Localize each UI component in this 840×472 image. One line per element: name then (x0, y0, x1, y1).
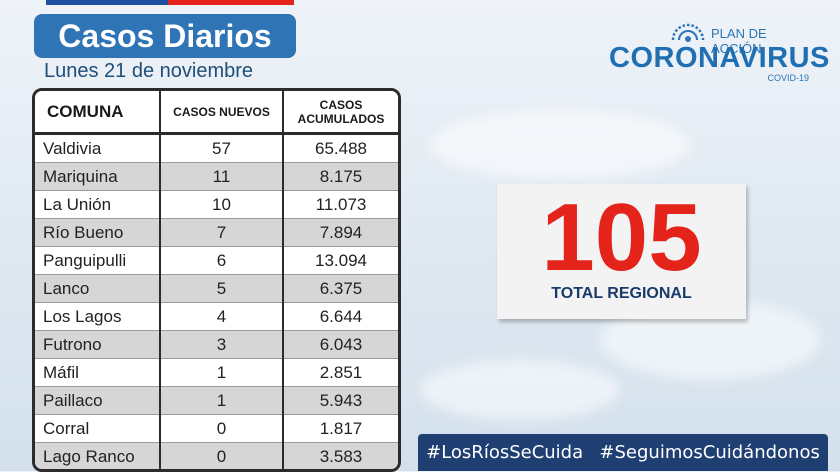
nuevos-cell: 0 (160, 414, 284, 443)
acumulados-cell: 6.043 (283, 330, 398, 359)
table-row: Máfil 1 2.851 (35, 358, 398, 387)
nuevos-cell: 1 (160, 358, 284, 387)
nuevos-cell: 1 (160, 386, 284, 415)
table-row: Corral 0 1.817 (35, 414, 398, 443)
nuevos-cell: 57 (160, 133, 284, 163)
nuevos-cell: 5 (160, 274, 284, 303)
logo-main-text: CORONAVIRUS (609, 42, 830, 74)
table-row: Valdivia 57 65.488 (35, 133, 398, 163)
total-label: TOTAL REGIONAL (551, 285, 692, 302)
nuevos-cell: 7 (160, 218, 284, 247)
cloud-decoration (420, 360, 620, 420)
comuna-cell: Lanco (35, 274, 161, 303)
report-date: Lunes 21 de noviembre (44, 60, 254, 82)
comuna-cell: Panguipulli (35, 246, 161, 275)
cloud-decoration (430, 110, 690, 180)
acumulados-cell: 11.073 (283, 190, 398, 219)
nuevos-cell: 10 (160, 190, 284, 219)
comuna-cell: Mariquina (35, 162, 161, 191)
nuevos-cell: 4 (160, 302, 284, 331)
table-row: Río Bueno 7 7.894 (35, 218, 398, 247)
acumulados-cell: 8.175 (283, 162, 398, 191)
acumulados-cell: 2.851 (283, 358, 398, 387)
acumulados-cell: 5.943 (283, 386, 398, 415)
nuevos-cell: 3 (160, 330, 284, 359)
hashtag-banner: #LosRíosSeCuida #SeguimosCuidándonos (418, 434, 828, 471)
table-row: La Unión 10 11.073 (35, 190, 398, 219)
comuna-cell: Futrono (35, 330, 161, 359)
acumulados-cell: 6.375 (283, 274, 398, 303)
acumulados-cell: 6.644 (283, 302, 398, 331)
acumulados-cell: 65.488 (283, 133, 398, 163)
virus-icon (671, 23, 705, 42)
comuna-cell: Lago Ranco (35, 442, 161, 469)
table-header-row: COMUNA CASOS NUEVOS CASOS ACUMULADOS (35, 91, 398, 135)
table-row: Los Lagos 4 6.644 (35, 302, 398, 331)
total-value: 105 (541, 184, 702, 291)
logo-top-text: PLAN DE ACCIÓN (711, 26, 767, 56)
table-row: Paillaco 1 5.943 (35, 386, 398, 415)
comuna-cell: Máfil (35, 358, 161, 387)
column-header: CASOS NUEVOS (160, 91, 284, 135)
hashtag: #LosRíosSeCuida (426, 442, 584, 463)
table-row: Futrono 3 6.043 (35, 330, 398, 359)
column-header: COMUNA (35, 91, 161, 135)
page-title: Casos Diarios (34, 14, 296, 58)
hashtag: #SeguimosCuidándonos (599, 442, 820, 463)
logo-sub-text: COVID-19 (767, 73, 809, 83)
nuevos-cell: 6 (160, 246, 284, 275)
table-row: Panguipulli 6 13.094 (35, 246, 398, 275)
table-row: Lago Ranco 0 3.583 (35, 442, 398, 469)
column-header: CASOS ACUMULADOS (283, 91, 398, 135)
cases-table: COMUNA CASOS NUEVOS CASOS ACUMULADOS Val… (32, 88, 401, 472)
comuna-cell: Corral (35, 414, 161, 443)
comuna-cell: La Unión (35, 190, 161, 219)
acumulados-cell: 7.894 (283, 218, 398, 247)
comuna-cell: Los Lagos (35, 302, 161, 331)
table-row: Mariquina 11 8.175 (35, 162, 398, 191)
acumulados-cell: 13.094 (283, 246, 398, 275)
acumulados-cell: 3.583 (283, 442, 398, 469)
total-regional-card: 105 TOTAL REGIONAL (497, 184, 746, 319)
flag-stripe-red (168, 0, 294, 5)
nuevos-cell: 0 (160, 442, 284, 469)
coronavirus-logo: PLAN DE ACCIÓN CORONAVIRUS COVID-19 (607, 22, 829, 84)
acumulados-cell: 1.817 (283, 414, 398, 443)
table-row: Lanco 5 6.375 (35, 274, 398, 303)
flag-stripe-blue (46, 0, 168, 5)
comuna-cell: Río Bueno (35, 218, 161, 247)
comuna-cell: Valdivia (35, 133, 161, 163)
comuna-cell: Paillaco (35, 386, 161, 415)
nuevos-cell: 11 (160, 162, 284, 191)
